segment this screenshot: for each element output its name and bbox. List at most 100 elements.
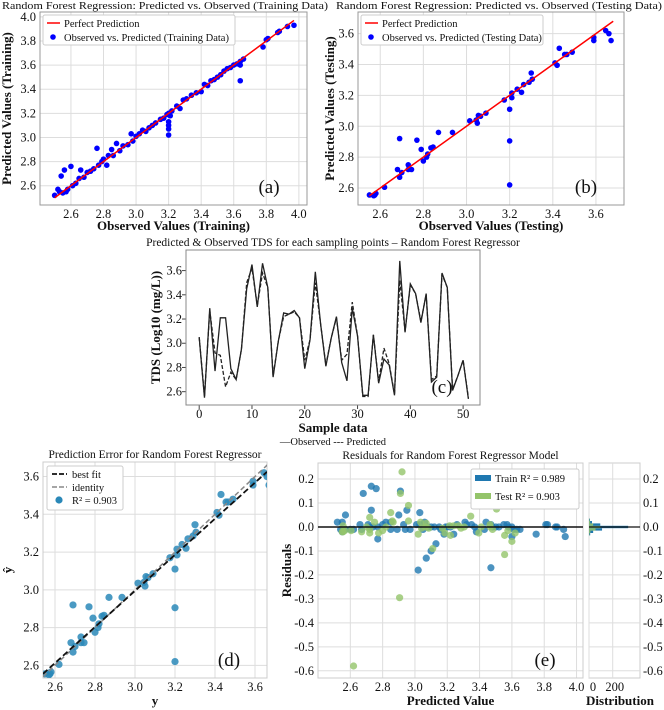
data-point [128, 131, 134, 137]
x-tick-label: 3.6 [588, 207, 604, 221]
legend-box [46, 465, 124, 511]
y-tick-label: 2.6 [23, 658, 39, 672]
test-residual-point [404, 517, 413, 525]
y-tick-label: 2.6 [166, 385, 182, 399]
chart-title: Predicted & Observed TDS for each sampli… [146, 237, 520, 249]
data-point [608, 37, 614, 44]
data-point [80, 639, 88, 647]
data-point [165, 132, 172, 138]
data-point [554, 62, 560, 69]
identity-line [43, 464, 267, 678]
x-tick-label: 3.2 [167, 680, 183, 694]
hist-y-tick-label: -0.3 [643, 592, 663, 606]
chart-title: Prediction Error for Random Forest Regre… [48, 449, 261, 461]
y-tick-label: 4.0 [20, 10, 36, 24]
legend-point-swatch [55, 496, 63, 504]
y-tick-label: -0.2 [294, 568, 314, 582]
data-point [506, 106, 513, 113]
legend-label: R² = 0.903 [72, 496, 117, 507]
plot-border [42, 461, 268, 679]
y-axis-label: TDS (Log10 (mg/L)) [148, 271, 163, 384]
train-residual-point [532, 530, 540, 538]
data-point [420, 158, 427, 164]
y-tick-label: 3.6 [166, 264, 182, 278]
hist-train-bar [589, 523, 601, 526]
x-tick-label: 3.2 [502, 207, 518, 221]
legend: Perfect Prediction Observed vs. Predicted… [360, 14, 544, 46]
legend-label: Train R² = 0.989 [495, 474, 565, 485]
y-tick-label: 3.6 [338, 27, 354, 41]
y-tick-label: -0.3 [294, 592, 314, 606]
data-point [69, 601, 77, 609]
test-residual-point [366, 513, 374, 522]
y-tick-label: 3.4 [23, 507, 39, 521]
legend-label: Observed vs. Predicted (Testing Data) [382, 33, 542, 44]
train-residual-point [395, 511, 403, 519]
data-point [177, 105, 183, 112]
y-tick-label: 2.6 [338, 181, 354, 195]
y-tick-label: 3.0 [23, 583, 39, 597]
x-tick-label: 3.0 [407, 680, 423, 694]
data-point [265, 482, 267, 489]
hist-train-bar [589, 530, 594, 533]
legend: Train R² = 0.989 Test R² = 0.903 [470, 468, 580, 510]
data-point [291, 22, 297, 29]
x-tick-label: 3.0 [128, 207, 144, 221]
test-residual-point [501, 550, 509, 559]
x-tick-label: 10 [246, 407, 259, 421]
test-residual-point [358, 528, 366, 536]
test-residual-point [366, 529, 374, 537]
plot-border [185, 249, 481, 406]
hist-y-tick-label: -0.4 [643, 616, 664, 630]
data-point [171, 565, 179, 573]
legend-label: best fit [72, 470, 101, 481]
residual-histogram: 0.2 0.1 0.0 -0.1 -0.2 -0.3 -0.4 -0.5 -0.6 0 200Dis… [586, 462, 664, 708]
data-point [449, 129, 456, 136]
chart-title: Random Forest Regression: Predicted vs. … [2, 0, 328, 12]
y-tick-label: -0.6 [294, 664, 314, 678]
y-tick-label: 3.0 [20, 130, 36, 144]
y-tick-label: 2.8 [23, 621, 39, 635]
x-axis-label: y [152, 693, 159, 708]
data-point [396, 135, 403, 142]
test-residual-point [387, 509, 395, 517]
train-residual-point [416, 509, 424, 517]
x-tick-label: 3.6 [247, 680, 263, 694]
plot-marks [318, 468, 583, 670]
data-point [167, 112, 174, 119]
x-tick-label: 3.2 [439, 680, 455, 694]
data-point [89, 614, 97, 622]
data-point [556, 45, 563, 52]
legend: —Observed --- Predicted [279, 437, 387, 448]
legend-point-swatch [368, 34, 374, 40]
hist-x-axis-label: Distribution [586, 693, 655, 708]
best-fit-line [43, 471, 267, 675]
plot-marks [43, 464, 267, 678]
hist-train-bar [589, 532, 591, 536]
y-tick-label: 2.8 [166, 360, 182, 374]
y-tick-label: 3.2 [20, 106, 36, 120]
data-point [118, 593, 126, 601]
x-tick-label: 2.6 [63, 207, 79, 221]
legend-label: Perfect Prediction [382, 19, 458, 30]
train-residual-point [414, 566, 422, 574]
y-axis-label: ŷ [0, 566, 15, 573]
data-point [61, 167, 68, 173]
x-tick-label: 4.0 [569, 680, 585, 694]
data-point [528, 70, 535, 76]
hist-y-tick-label: -0.1 [643, 544, 663, 558]
train-residual-point [372, 485, 380, 493]
panel-d: 2.6 2.8 3.0 3.2 3.4 3.6 2.6 2.8 3.0 3.2 3.4 3.6 Pred… [0, 449, 268, 708]
train-residual-point [359, 489, 367, 498]
x-tick-label: 2.8 [375, 680, 391, 694]
x-tick-label: 50 [457, 407, 470, 421]
series-line-predicted [198, 267, 470, 398]
hist-y-tick-label: 0.1 [643, 496, 659, 510]
panel-a: 2.6 2.8 3.0 3.2 3.4 3.6 3.8 4.0 2.6 2.8 3.0 3.2 3.4 3… [0, 0, 328, 233]
test-residual-point [475, 529, 483, 537]
data-point [77, 633, 85, 641]
y-tick-label: 0.1 [298, 496, 314, 510]
test-residual-point [511, 529, 519, 537]
legend-label: identity [72, 483, 105, 494]
x-tick-label: 2.8 [96, 207, 112, 221]
